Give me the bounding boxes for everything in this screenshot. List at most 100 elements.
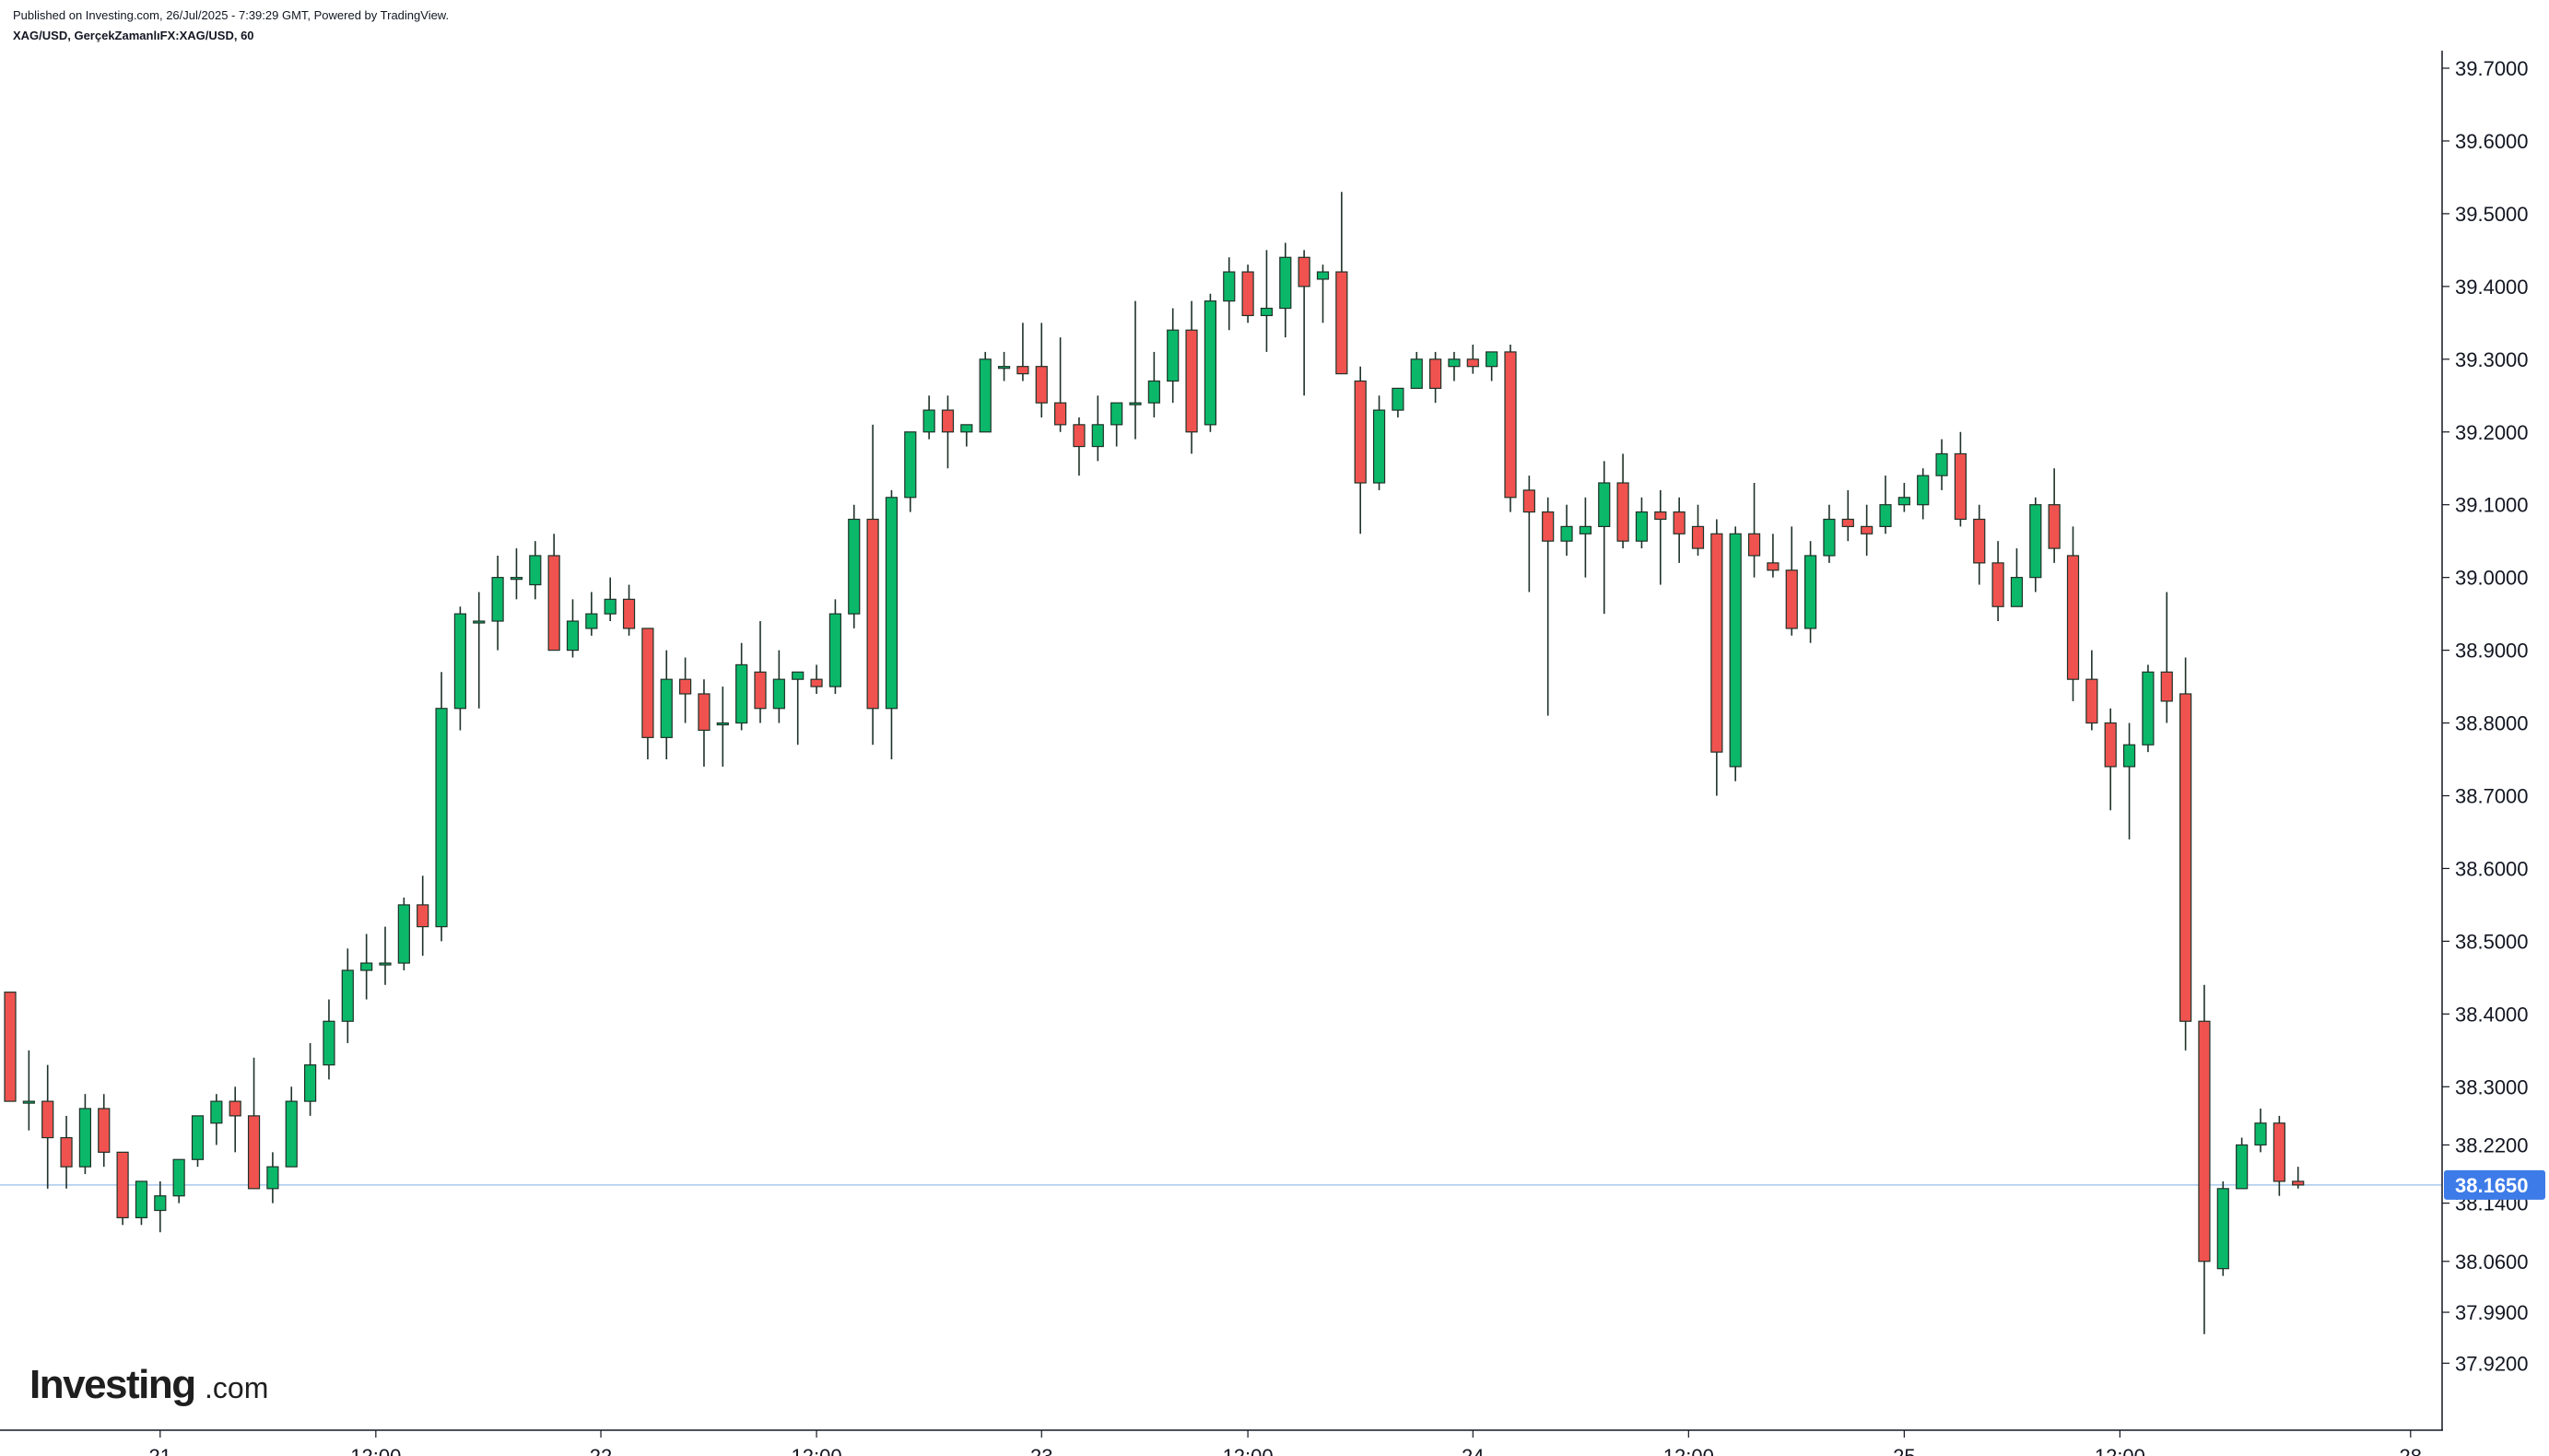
candle-body-up [792,671,805,680]
candle [1298,250,1310,396]
candle [1392,387,1404,417]
candle-body-down [1522,489,1535,513]
y-tick-label: 37.9900 [2455,1301,2529,1324]
candle-body-down [1428,358,1442,389]
candle [417,875,429,957]
candle-body-up [885,497,899,710]
candle [585,592,598,636]
candle-body-down [698,693,711,732]
last-price-tag: 38.1650 [2444,1169,2545,1200]
candle-body-down [810,678,823,687]
candle-body-up [191,1115,205,1160]
x-tick-label: 22 [590,1445,612,1456]
candle [1335,192,1348,375]
candle-body-up [1448,358,1461,368]
y-tick-label: 38.5000 [2455,930,2529,953]
candle-body-up [2216,1188,2229,1270]
candle [491,555,504,651]
candle [735,642,748,731]
candle-body-down [1504,351,1517,499]
y-tick-label: 38.0600 [2455,1251,2529,1274]
candle-body-down [2160,671,2173,702]
candle [678,657,692,723]
candle-body-up [2122,744,2136,768]
candle [1035,323,1048,417]
x-tick-label: 21 [149,1445,171,1456]
candle [1954,431,1967,527]
candle [698,679,711,767]
candle [792,671,805,746]
y-tick-label: 39.3000 [2455,348,2529,371]
candle [1673,497,1686,563]
candle-body-down [2273,1122,2285,1182]
candle [1861,504,1874,556]
candle-body-up [848,518,861,615]
candle-body-down [2048,504,2061,549]
candle [1598,461,1611,615]
candle-body-up [2010,577,2024,607]
candle-body-up [360,962,373,971]
candle [172,1158,185,1204]
x-tick-label: 12:00 [350,1445,401,1456]
candle-body-down [1053,402,1067,426]
candle-body-up [341,969,354,1022]
price-axis[interactable]: 39.7000 39.6000 39.5000 39.4000 39.3000 39.20… [2442,57,2529,1375]
candle [135,1180,148,1226]
y-tick-label: 38.4000 [2455,1003,2529,1026]
candle [660,650,673,760]
candle [1316,264,1330,323]
candle-body-up [2236,1144,2249,1190]
candle-body-up [1372,409,1386,484]
candle [1560,504,1573,556]
candle-body-up [435,708,448,928]
candle [1973,504,1986,585]
candle [1204,293,1217,432]
candle-body-up [453,613,466,710]
candle [2066,526,2080,701]
y-tick-label: 39.2000 [2455,421,2529,444]
candle-body-down [547,555,560,652]
candle [60,1115,73,1189]
time-axis[interactable]: 21 12:00 22 12:00 23 12:00 24 12:00 25 12:00 28 [149,1430,2422,1456]
candle-body-down [1673,511,1686,534]
candle [1354,366,1367,534]
candle [1091,395,1104,462]
candle [754,621,767,723]
candle [2198,984,2211,1334]
candle-body-up [78,1108,92,1168]
candle-body-up [266,1166,279,1190]
candle [1616,453,1629,549]
candle-body-up [1091,424,1104,448]
candle [1016,323,1029,382]
candle [285,1086,298,1168]
candle-body-up [1129,402,1142,405]
candle [1147,351,1160,417]
candle [960,424,973,447]
candle-body-up [172,1158,185,1197]
candle [1504,345,1517,512]
candle [828,599,842,694]
candle-body-up [473,620,486,624]
candle [473,592,486,709]
candle-body-up [1316,271,1330,280]
logo-brand: Investing [29,1362,195,1407]
candle-body-down [4,992,17,1102]
candle [1729,526,1742,781]
candle-body-up [1392,387,1404,411]
candle-body-down [60,1136,73,1168]
candle-body-up [323,1020,335,1066]
candle [979,351,992,433]
candle-body-down [98,1108,111,1153]
candle [2104,708,2117,811]
candle-body-down [1861,525,1874,534]
candle-body-up [1917,475,1930,506]
candle-body-down [1241,271,1254,317]
candle-body-up [1635,511,1649,542]
candle [41,1064,54,1189]
candle [1691,504,1705,556]
candle [210,1094,223,1145]
candle [1486,351,1498,382]
candle-body-up [1260,307,1274,317]
candle [941,395,955,469]
